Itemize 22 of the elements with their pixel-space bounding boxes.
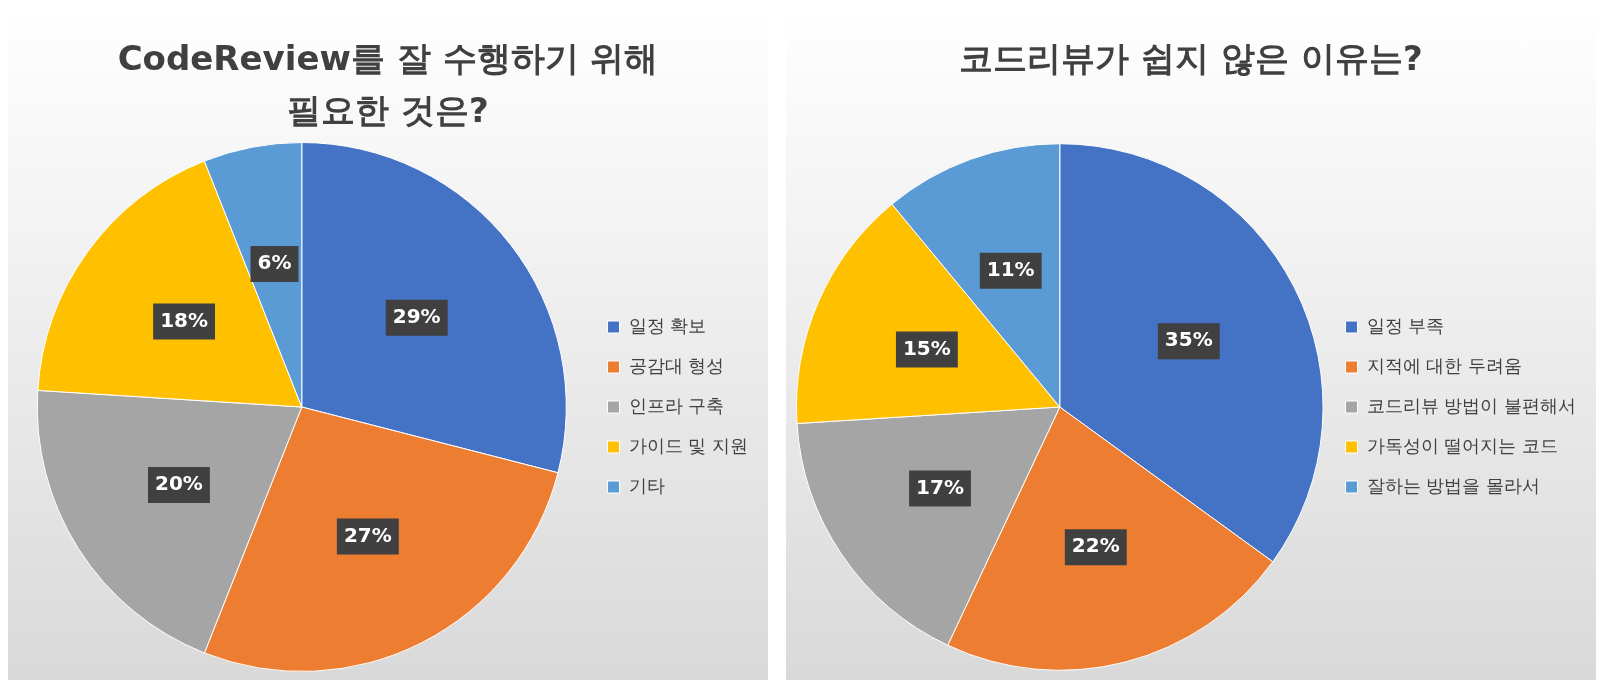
data-label: 17%: [916, 474, 964, 499]
data-label: 35%: [1164, 327, 1213, 352]
legend-label: 가독성이 떨어지는 코드: [1366, 434, 1559, 456]
data-label: 29%: [392, 304, 441, 329]
chart-title: 코드리뷰가 쉽지 않은 이유는?: [958, 37, 1424, 80]
legend-label: 지적에 대한 두려움: [1366, 354, 1523, 376]
data-label: 22%: [1071, 533, 1120, 558]
data-label: 27%: [343, 522, 392, 547]
legend-label: 공감대 형성: [628, 354, 725, 376]
data-label: 6%: [257, 250, 292, 275]
data-label: 11%: [986, 256, 1035, 281]
legend-label: 기타: [628, 474, 665, 496]
legend-label: 가이드 및 지원: [628, 434, 749, 456]
chart-title: CodeReview를 잘 수행하기 위해 필요한 것은?: [116, 37, 660, 132]
legend-label: 일정 확보: [628, 314, 707, 336]
data-label: 15%: [902, 335, 951, 360]
data-label: 20%: [155, 471, 203, 496]
legend-label: 일정 부족: [1366, 314, 1445, 336]
legend-label: 잘하는 방법을 몰라서: [1366, 474, 1541, 496]
legend-label: 인프라 구축: [628, 394, 725, 416]
data-label: 18%: [160, 307, 209, 332]
legend-label: 코드리뷰 방법이 불편해서: [1366, 394, 1577, 416]
